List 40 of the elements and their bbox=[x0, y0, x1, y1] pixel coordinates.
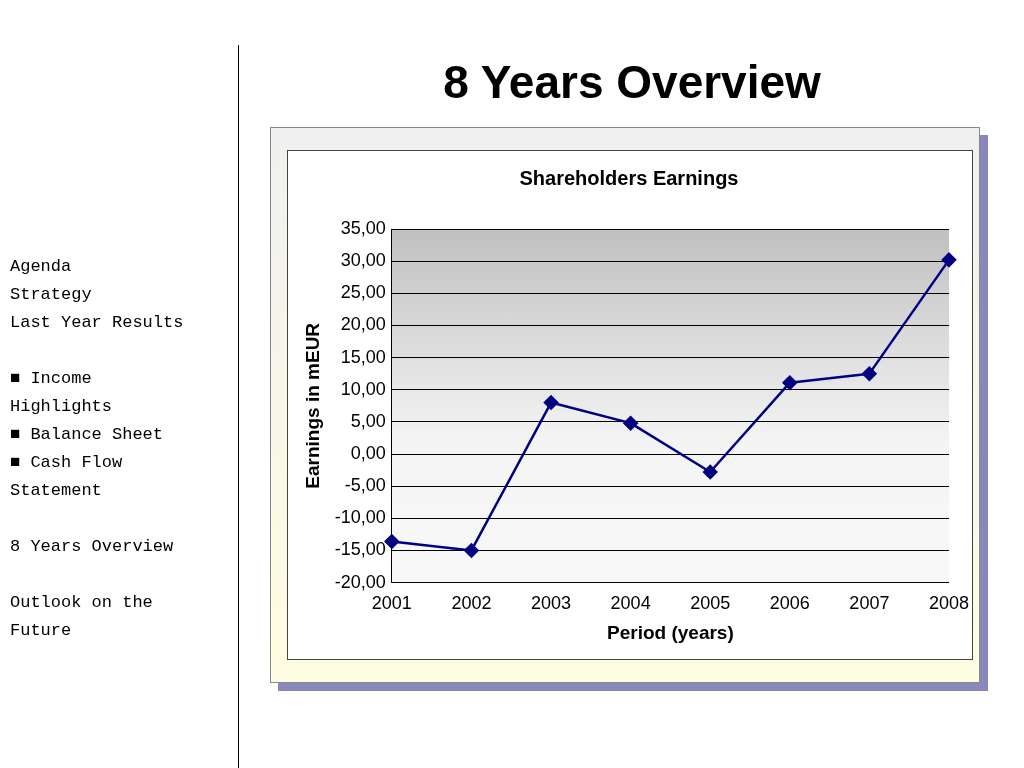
text: 8 Years Overview bbox=[10, 536, 175, 558]
y-tick-label: 25,00 bbox=[340, 282, 386, 303]
y-axis-title: Earnings in mEUR bbox=[301, 322, 323, 489]
y-tick-label: -20,00 bbox=[334, 571, 386, 592]
text: ■ Balance Sheet bbox=[10, 424, 165, 446]
y-tick-label: -15,00 bbox=[334, 539, 386, 560]
text: ■ Cash Flow Statement bbox=[10, 452, 124, 502]
x-tick-label: 2008 bbox=[928, 593, 969, 614]
chart-title: 8 Years Overview bbox=[442, 55, 822, 109]
point bbox=[702, 464, 718, 480]
point bbox=[464, 543, 479, 558]
x-tick-label: 2004 bbox=[610, 593, 651, 614]
text: Last Year Results bbox=[10, 312, 185, 334]
text: Agenda bbox=[10, 256, 73, 278]
point bbox=[862, 366, 877, 381]
y-tick-label: 35,00 bbox=[340, 217, 386, 238]
y-tick-label: 15,00 bbox=[340, 346, 386, 367]
x-axis-title: Period (years) bbox=[607, 621, 734, 643]
point bbox=[384, 534, 400, 549]
x-tick-label: 2003 bbox=[531, 593, 572, 614]
x-tick-label: 2006 bbox=[769, 593, 810, 614]
x-tick-label: 2007 bbox=[849, 593, 890, 614]
x-tick-label: 2002 bbox=[451, 593, 492, 614]
y-tick-label: -5,00 bbox=[344, 475, 386, 496]
y-tick-label: -10,00 bbox=[334, 507, 386, 528]
text: Outlook on the Future bbox=[10, 592, 154, 642]
text: ■ Income Highlights bbox=[10, 368, 114, 418]
point bbox=[941, 252, 957, 268]
y-tick-label: 5,00 bbox=[350, 410, 386, 431]
x-tick-label: 2001 bbox=[371, 593, 412, 614]
y-tick-label: 0,00 bbox=[350, 442, 386, 463]
y-tick-label: 30,00 bbox=[340, 250, 386, 271]
x-tick-label: 2005 bbox=[690, 593, 731, 614]
point bbox=[782, 375, 798, 390]
text: Strategy bbox=[10, 284, 93, 306]
point bbox=[623, 415, 638, 431]
y-tick-label: 20,00 bbox=[340, 314, 386, 335]
chart-subtitle: Shareholders Earnings bbox=[519, 166, 739, 189]
point bbox=[543, 395, 559, 410]
y-tick-label: 10,00 bbox=[340, 378, 386, 399]
